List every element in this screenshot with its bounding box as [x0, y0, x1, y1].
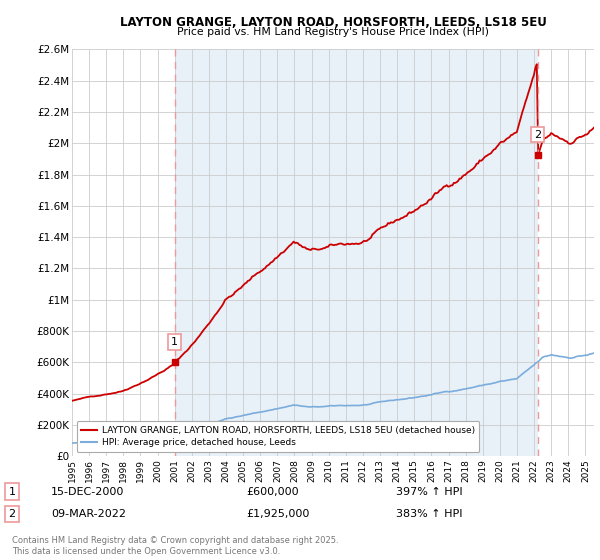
- Bar: [175, 49, 538, 456]
- Text: LAYTON GRANGE, LAYTON ROAD, HORSFORTH, LEEDS, LS18 5EU: LAYTON GRANGE, LAYTON ROAD, HORSFORTH, L…: [119, 16, 547, 29]
- Text: 2: 2: [534, 129, 541, 139]
- Text: 1: 1: [171, 337, 178, 347]
- Text: 1: 1: [8, 487, 16, 497]
- Legend: LAYTON GRANGE, LAYTON ROAD, HORSFORTH, LEEDS, LS18 5EU (detached house), HPI: Av: LAYTON GRANGE, LAYTON ROAD, HORSFORTH, L…: [77, 421, 479, 452]
- Text: £600,000: £600,000: [246, 487, 299, 497]
- Text: 15-DEC-2000: 15-DEC-2000: [51, 487, 124, 497]
- Text: £1,925,000: £1,925,000: [246, 509, 310, 519]
- Text: Contains HM Land Registry data © Crown copyright and database right 2025.
This d: Contains HM Land Registry data © Crown c…: [12, 536, 338, 556]
- Text: 2: 2: [8, 509, 16, 519]
- Text: 383% ↑ HPI: 383% ↑ HPI: [396, 509, 463, 519]
- Text: Price paid vs. HM Land Registry's House Price Index (HPI): Price paid vs. HM Land Registry's House …: [177, 27, 489, 37]
- Text: 397% ↑ HPI: 397% ↑ HPI: [396, 487, 463, 497]
- Text: 09-MAR-2022: 09-MAR-2022: [51, 509, 126, 519]
